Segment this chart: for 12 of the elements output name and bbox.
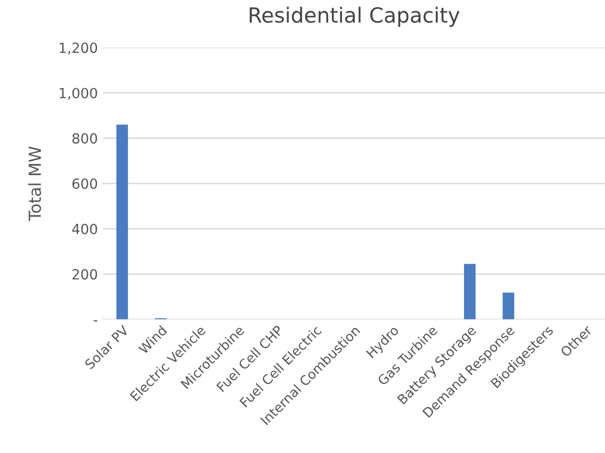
y-tick-label: 200 <box>72 269 98 280</box>
bar <box>502 292 514 320</box>
y-tick-label: 1,000 <box>60 88 98 100</box>
bar <box>116 124 128 320</box>
y-tick-label: 400 <box>72 224 98 234</box>
y-tick-label: 800 <box>72 133 98 144</box>
y-axis-title: Total MW <box>28 146 42 222</box>
y-tick-label: 1,200 <box>60 42 98 54</box>
bar <box>464 264 476 320</box>
chart-title: Residential Capacity <box>250 6 460 27</box>
y-tick-label: 600 <box>72 178 98 189</box>
y-tick-label: - <box>94 320 98 322</box>
